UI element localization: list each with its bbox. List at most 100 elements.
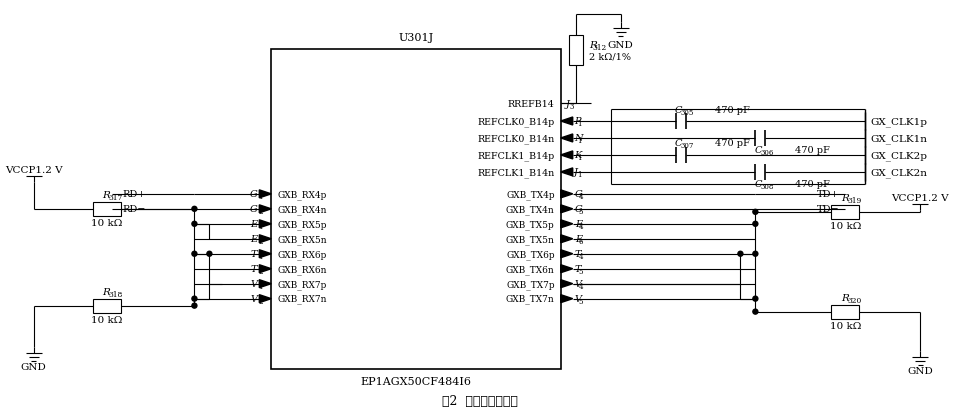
Text: 1: 1 <box>259 253 262 261</box>
Text: 320: 320 <box>848 297 861 304</box>
Polygon shape <box>260 235 271 243</box>
Text: REFCLK1_B14p: REFCLK1_B14p <box>477 151 555 160</box>
Polygon shape <box>560 205 573 213</box>
Polygon shape <box>260 191 271 198</box>
Text: 2: 2 <box>259 238 262 246</box>
Polygon shape <box>560 250 573 258</box>
Text: R: R <box>841 293 849 302</box>
Text: GX_CLK1n: GX_CLK1n <box>870 134 927 144</box>
Bar <box>93 299 121 313</box>
Text: 4: 4 <box>579 223 582 231</box>
Text: 4: 4 <box>579 283 582 290</box>
Text: VCCP1.2 V: VCCP1.2 V <box>891 194 948 203</box>
Text: E: E <box>250 235 258 244</box>
Text: T: T <box>575 265 582 274</box>
Text: 2: 2 <box>259 297 262 306</box>
Text: VCCP1.2 V: VCCP1.2 V <box>5 166 62 175</box>
Text: REFCLK1_B14n: REFCLK1_B14n <box>477 168 555 177</box>
Text: GXB_TX6p: GXB_TX6p <box>506 249 555 259</box>
Text: GXB_RX5p: GXB_RX5p <box>277 219 327 229</box>
Text: 1: 1 <box>259 193 262 201</box>
Circle shape <box>753 222 758 227</box>
Circle shape <box>192 207 197 212</box>
Circle shape <box>207 252 212 256</box>
Circle shape <box>738 252 742 256</box>
Text: REFCLK0_B14n: REFCLK0_B14n <box>477 134 555 144</box>
Text: 5: 5 <box>579 208 582 216</box>
Text: GXB_RX5n: GXB_RX5n <box>277 234 327 244</box>
Polygon shape <box>260 280 271 288</box>
Text: G: G <box>249 205 258 214</box>
Circle shape <box>753 252 758 256</box>
Text: GXB_TX4n: GXB_TX4n <box>506 204 555 214</box>
Text: 1: 1 <box>259 283 262 290</box>
Text: RD−: RD− <box>123 205 147 214</box>
Text: REFCLK0_B14p: REFCLK0_B14p <box>477 117 555 126</box>
Text: V: V <box>575 294 582 303</box>
Polygon shape <box>560 235 573 243</box>
Text: 470 pF: 470 pF <box>716 105 750 114</box>
Text: R: R <box>841 194 849 203</box>
Text: C: C <box>674 139 682 148</box>
Text: 317: 317 <box>109 194 123 202</box>
Text: 4: 4 <box>579 193 582 201</box>
Text: 2: 2 <box>259 267 262 276</box>
Text: GXB_TX7n: GXB_TX7n <box>506 294 555 304</box>
Text: N: N <box>574 134 582 143</box>
Text: T: T <box>251 249 258 258</box>
Text: U301J: U301J <box>399 33 434 43</box>
Text: 10 kΩ: 10 kΩ <box>830 321 861 330</box>
Text: 2 kΩ/1%: 2 kΩ/1% <box>588 52 630 61</box>
Text: R: R <box>103 288 110 297</box>
Text: G: G <box>575 205 582 214</box>
Text: GXB_TX6n: GXB_TX6n <box>506 264 555 274</box>
Text: E: E <box>575 235 582 244</box>
Polygon shape <box>260 250 271 258</box>
Text: GXB_RX6n: GXB_RX6n <box>277 264 327 274</box>
Text: C: C <box>674 105 682 114</box>
Bar <box>832 305 859 319</box>
Text: 1: 1 <box>578 137 582 145</box>
Text: GXB_TX5n: GXB_TX5n <box>506 234 555 244</box>
Text: J: J <box>566 99 570 108</box>
Text: T: T <box>575 249 582 258</box>
Text: GXB_RX7n: GXB_RX7n <box>277 294 327 304</box>
Text: 2: 2 <box>259 208 262 216</box>
Polygon shape <box>560 265 573 273</box>
Text: 312: 312 <box>593 43 606 52</box>
Text: GXB_RX4p: GXB_RX4p <box>277 189 327 199</box>
Text: C: C <box>755 180 763 189</box>
Text: R: R <box>588 40 597 49</box>
Text: V: V <box>250 294 258 303</box>
Text: 306: 306 <box>761 149 774 157</box>
Polygon shape <box>560 191 573 198</box>
Text: T: T <box>251 265 258 274</box>
Polygon shape <box>560 118 573 126</box>
Polygon shape <box>560 169 573 176</box>
Polygon shape <box>560 295 573 303</box>
Text: GXB_TX7p: GXB_TX7p <box>506 279 555 289</box>
Polygon shape <box>560 220 573 228</box>
Text: 319: 319 <box>848 197 861 205</box>
Text: C: C <box>755 146 763 155</box>
Circle shape <box>192 297 197 301</box>
Text: 3: 3 <box>569 102 574 110</box>
Circle shape <box>192 303 197 308</box>
Circle shape <box>753 210 758 215</box>
Text: GND: GND <box>21 362 47 371</box>
Text: GXB_TX5p: GXB_TX5p <box>506 219 555 229</box>
Text: E: E <box>575 220 582 229</box>
Text: 10 kΩ: 10 kΩ <box>830 222 861 231</box>
Text: P: P <box>574 117 581 126</box>
Text: 318: 318 <box>109 290 123 299</box>
Bar <box>832 205 859 219</box>
Polygon shape <box>260 205 271 213</box>
Polygon shape <box>560 135 573 143</box>
Text: TD+: TD+ <box>817 190 839 199</box>
Text: GX_CLK1p: GX_CLK1p <box>870 117 927 126</box>
Text: V: V <box>250 279 258 288</box>
Text: 308: 308 <box>761 183 774 191</box>
Text: GXB_RX7p: GXB_RX7p <box>277 279 327 289</box>
Polygon shape <box>560 152 573 160</box>
Text: 1: 1 <box>578 120 582 128</box>
